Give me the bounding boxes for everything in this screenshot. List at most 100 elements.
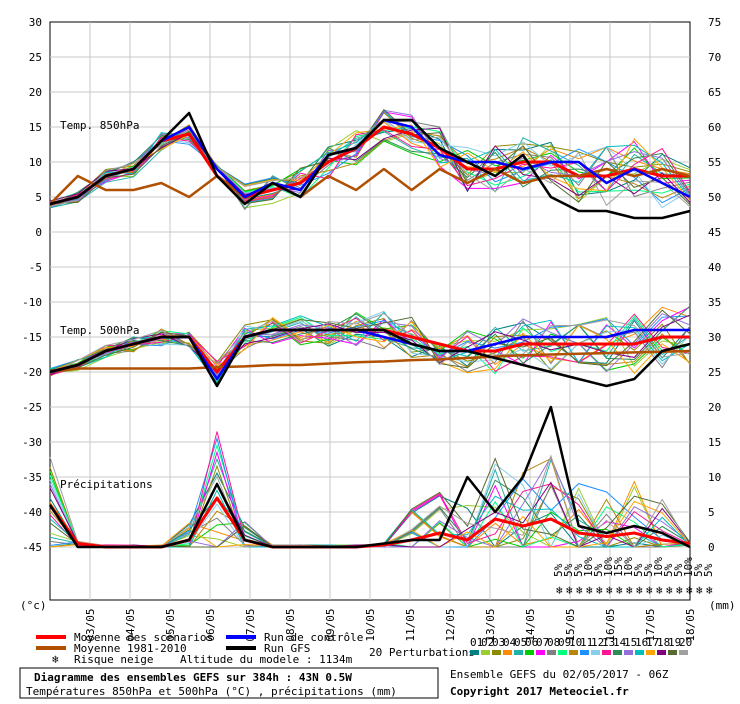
snow-risk-label: 5% (562, 563, 575, 577)
perturbation-number: 08 (547, 636, 560, 649)
right-tick-label: 60 (708, 121, 721, 134)
left-tick-label: -30 (22, 436, 42, 449)
perturbation-number: 01 (470, 636, 483, 649)
x-tick-label: 12/05 (444, 608, 457, 641)
left-tick-label: -25 (22, 401, 42, 414)
legend-label-mean: Moyenne des scénarios (74, 631, 213, 644)
perturbation-swatch (679, 650, 688, 655)
x-tick-label: 13/05 (484, 608, 497, 641)
snowflake-icon: ❄ (566, 584, 573, 597)
perturbation-number: 16 (635, 636, 648, 649)
title-box (19, 667, 439, 699)
left-tick-label: 20 (29, 86, 42, 99)
perturbation-line-11-500 (49, 315, 691, 372)
legend-label-clim: Moyenne 1981-2010 (74, 642, 187, 655)
snowflake-icon: ❄ (656, 584, 663, 597)
snowflake-icon: ❄ (576, 584, 583, 597)
right-tick-label: 75 (708, 16, 721, 29)
right-tick-label: 20 (708, 401, 721, 414)
snow-risk-label: 10% (602, 557, 615, 577)
perturbation-number: 10 (569, 636, 582, 649)
chart-subtitle: Températures 850hPa et 500hPa (°C) , pré… (26, 685, 397, 698)
x-tick-label: 15/05 (564, 608, 577, 641)
left-tick-label: -35 (22, 471, 42, 484)
x-tick-label: 10/05 (364, 608, 377, 641)
perturbation-line-19-500 (49, 309, 691, 381)
perturbation-swatch (635, 650, 644, 655)
right-tick-label: 55 (708, 156, 721, 169)
snowflake-icon: ❄ (676, 584, 683, 597)
series-line-precip (48, 405, 691, 549)
right-tick-label: 70 (708, 51, 721, 64)
perturbation-number: 14 (613, 636, 627, 649)
left-tick-label: 5 (35, 191, 42, 204)
perturbation-swatch (481, 650, 490, 655)
snowflake-icon: ❄ (626, 584, 633, 597)
left-tick-label: 30 (29, 16, 42, 29)
right-tick-label: 45 (708, 226, 721, 239)
x-tick-label: 08/05 (284, 608, 297, 641)
snowflake-icon: ❄ (596, 584, 603, 597)
snow-risk-label: 5% (702, 563, 715, 577)
perturbation-swatch (591, 650, 600, 655)
perturbation-swatch (470, 650, 479, 655)
copyright: Copyright 2017 Meteociel.fr (450, 685, 629, 698)
perturbation-swatch (624, 650, 633, 655)
left-tick-label: 25 (29, 51, 42, 64)
perturbation-number: 12 (591, 636, 604, 649)
legend-label-control: Run de contrôle (264, 631, 363, 644)
perturbation-number: 07 (536, 636, 549, 649)
right-tick-label: 25 (708, 366, 721, 379)
perturbation-line-20-500 (49, 313, 691, 374)
snowflake-icon: ❄ (636, 584, 643, 597)
snow-risk-label: 5% (692, 563, 705, 577)
right-tick-label: 50 (708, 191, 721, 204)
perturbation-swatch (558, 650, 567, 655)
perturbation-swatch (668, 650, 677, 655)
run-info: Ensemble GEFS du 02/05/2017 - 06Z (450, 668, 669, 681)
perturbation-number: 17 (646, 636, 659, 649)
perturbation-number: 02 (481, 636, 494, 649)
perturbation-number: 15 (624, 636, 637, 649)
perturbation-swatch (525, 650, 534, 655)
chart-title: Diagramme des ensembles GEFS sur 384h : … (34, 671, 352, 684)
snowflake-icon: ❄ (606, 584, 613, 597)
legend-label-perturbations: 20 Perturbations (369, 646, 475, 659)
x-tick-label: 03/05 (84, 608, 97, 641)
right-tick-label: 30 (708, 331, 721, 344)
right-axis-unit: (mm) (709, 599, 736, 612)
x-tick-label: 09/05 (324, 608, 337, 641)
perturbation-swatch (580, 650, 589, 655)
snowflake-icon: ❄ (686, 584, 693, 597)
perturbation-swatch (514, 650, 523, 655)
x-tick-label: 06/05 (204, 608, 217, 641)
left-tick-label: -15 (22, 331, 42, 344)
x-tick-label: 07/05 (244, 608, 257, 641)
snow-risk-label: 5% (592, 563, 605, 577)
right-tick-label: 65 (708, 86, 721, 99)
series-line-500 (49, 328, 691, 388)
perturbation-swatch (657, 650, 666, 655)
perturbation-swatch (646, 650, 655, 655)
perturbation-number: 13 (602, 636, 615, 649)
perturbation-swatch (547, 650, 556, 655)
perturbation-number: 05 (514, 636, 527, 649)
x-tick-label: 18/05 (684, 608, 697, 641)
right-tick-label: 5 (708, 506, 715, 519)
legend-label-gfs: Run GFS (264, 642, 310, 655)
series-line-850 (49, 167, 691, 205)
left-tick-label: -45 (22, 541, 42, 554)
snowflake-icon: ❄ (706, 584, 713, 597)
snow-risk-label: 5% (552, 563, 565, 577)
panel-label-850: Temp. 850hPa (60, 119, 139, 132)
right-tick-label: 0 (708, 541, 715, 554)
snow-risk-label: 5% (572, 563, 585, 577)
left-tick-label: 0 (35, 226, 42, 239)
snow-risk-label: 10% (652, 557, 665, 577)
perturbation-swatch (536, 650, 545, 655)
x-tick-label: 14/05 (524, 608, 537, 641)
x-tick-label: 17/05 (644, 608, 657, 641)
perturbation-number: 06 (525, 636, 538, 649)
perturbation-number: 09 (558, 636, 571, 649)
